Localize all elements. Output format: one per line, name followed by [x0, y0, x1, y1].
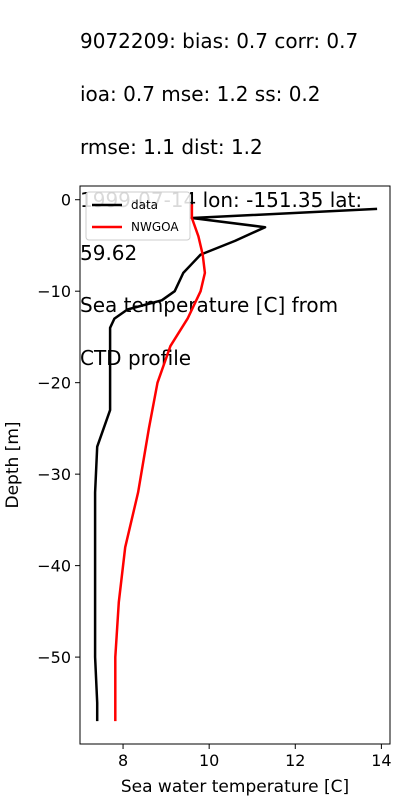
title-line-1: 9072209: bias: 0.7 corr: 0.7: [80, 29, 359, 54]
y-axis-label: Depth [m]: [3, 421, 23, 508]
title-line-7: CTD profile: [80, 346, 192, 371]
plot-frame: [79, 185, 391, 745]
x-axis-label: Sea water temperature [C]: [121, 777, 349, 797]
legend-label-data: data: [131, 198, 158, 212]
y-tick-label: −40: [37, 557, 71, 576]
y-tick-label: −10: [37, 282, 71, 301]
title-line-3: rmse: 1.1 dist: 1.2: [80, 135, 263, 160]
legend-label-nwgoa: NWGOA: [131, 220, 179, 234]
y-tick-label: −30: [37, 465, 71, 484]
title-line-6: Sea temperature [C] from: [80, 293, 339, 318]
legend: data NWGOA: [85, 191, 191, 241]
y-tick-label: −20: [37, 374, 71, 393]
x-tick-label: 8: [118, 751, 128, 770]
ticks-layer: 8 10 12 14 0 −10 −20 −30 −40 −50: [37, 191, 391, 770]
x-tick-label: 14: [371, 751, 391, 770]
plot-layer: [93, 204, 378, 722]
x-tick-label: 12: [285, 751, 305, 770]
series-line-nwgoa: [114, 204, 207, 722]
x-tick-label: 10: [199, 751, 219, 770]
y-tick-label: −50: [37, 648, 71, 667]
title-line-2: ioa: 0.7 mse: 1.2 ss: 0.2: [80, 82, 321, 107]
series-line-data: [93, 207, 378, 722]
y-tick-label: 0: [61, 191, 71, 210]
title-line-5: 59.62: [80, 240, 138, 265]
